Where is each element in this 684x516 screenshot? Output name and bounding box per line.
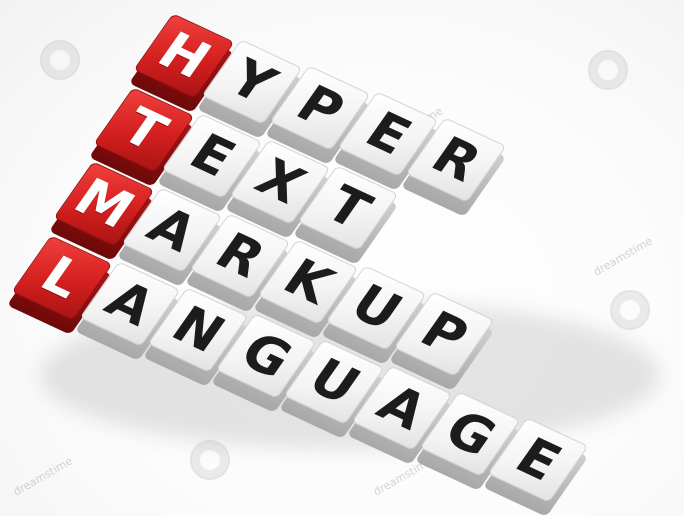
watermark-spiral-icon: [190, 440, 230, 480]
watermark-spiral-icon: [610, 290, 650, 330]
watermark-spiral-icon: [40, 40, 80, 80]
watermark-text: dreamstime: [11, 454, 75, 499]
watermark-text: dreamstime: [591, 234, 655, 279]
watermark-spiral-icon: [588, 50, 628, 90]
